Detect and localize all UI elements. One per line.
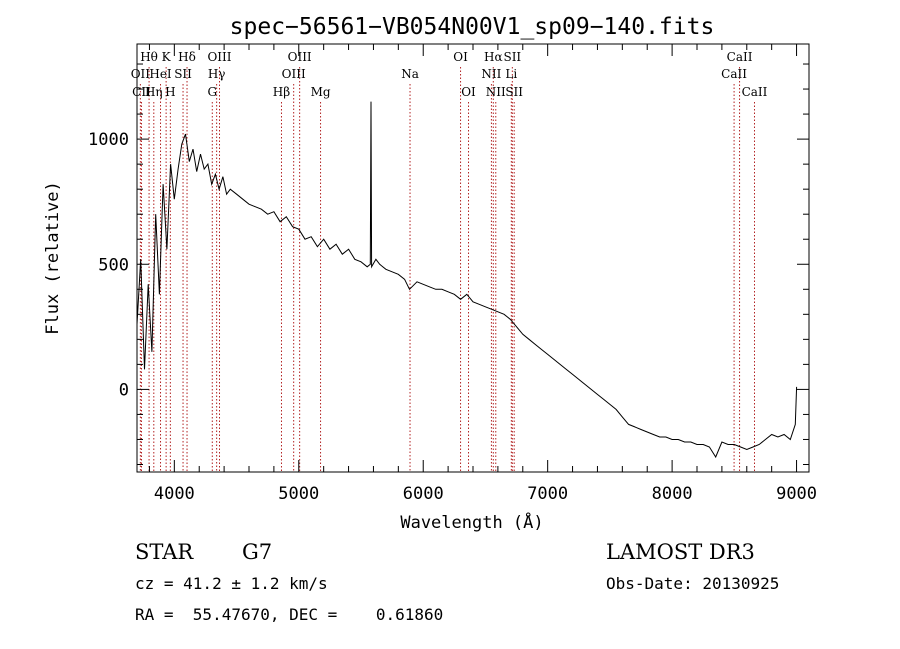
line-label: SII: [503, 50, 521, 64]
line-label: SII: [505, 85, 523, 99]
line-label: OIII: [288, 50, 312, 64]
line-label: Hα: [484, 50, 503, 64]
x-tick-label: 6000: [403, 484, 444, 504]
line-label: Hδ: [178, 50, 196, 64]
line-label: OI: [453, 50, 468, 64]
line-label: OIII: [207, 50, 231, 64]
coordinates: RA = 55.47670, DEC = 0.61860: [135, 605, 443, 624]
line-label: OI: [461, 85, 476, 99]
x-tick-label: 7000: [527, 484, 568, 504]
line-label: Hθ: [140, 50, 158, 64]
line-label: Mg: [311, 85, 331, 99]
line-label: SII: [174, 67, 192, 81]
x-tick-label: 8000: [652, 484, 693, 504]
line-label: Hβ: [273, 85, 290, 99]
survey-name: LAMOST DR3: [606, 540, 755, 564]
line-label: G: [207, 85, 217, 99]
object-subclass: G7: [242, 540, 272, 564]
chart-title: spec−56561−VB054N00V1_sp09−140.fits: [230, 14, 715, 40]
redshift-cz: cz = 41.2 ± 1.2 km/s: [135, 574, 328, 593]
spectrum-line: [136, 101, 798, 459]
x-axis-label: Wavelength (Å): [400, 511, 543, 533]
line-label: CII: [132, 85, 151, 99]
x-tick-label: 4000: [154, 484, 195, 504]
line-label: CaII: [721, 67, 747, 81]
line-markers: [139, 67, 755, 472]
y-tick-label: 500: [98, 255, 129, 275]
object-class: STAR: [135, 540, 194, 564]
line-label: CaII: [742, 85, 768, 99]
line-label: OIII: [282, 67, 306, 81]
spectrum-series: [136, 101, 798, 459]
y-tick-label: 0: [119, 380, 129, 400]
line-label: Hη: [145, 85, 163, 99]
line-label: HeI: [149, 67, 172, 81]
line-label: OII: [131, 67, 151, 81]
line-label: NII: [481, 67, 501, 81]
x-tick-label: 5000: [278, 484, 319, 504]
line-label: H: [165, 85, 175, 99]
x-tick-label: 9000: [776, 484, 817, 504]
line-label: Na: [401, 67, 419, 81]
axis-ticks: 4000 5000 6000 7000 8000 9000 0 500 1000: [88, 44, 817, 504]
line-label: Hγ: [208, 67, 226, 81]
line-label: Li: [505, 67, 517, 81]
line-label: K: [162, 50, 172, 64]
y-axis-label: Flux (relative): [43, 181, 63, 335]
line-label: CaII: [727, 50, 753, 64]
plot-frame: [136, 43, 810, 473]
line-label: NII: [486, 85, 506, 99]
y-tick-label: 1000: [88, 130, 129, 150]
observation-date: Obs-Date: 20130925: [606, 574, 779, 593]
